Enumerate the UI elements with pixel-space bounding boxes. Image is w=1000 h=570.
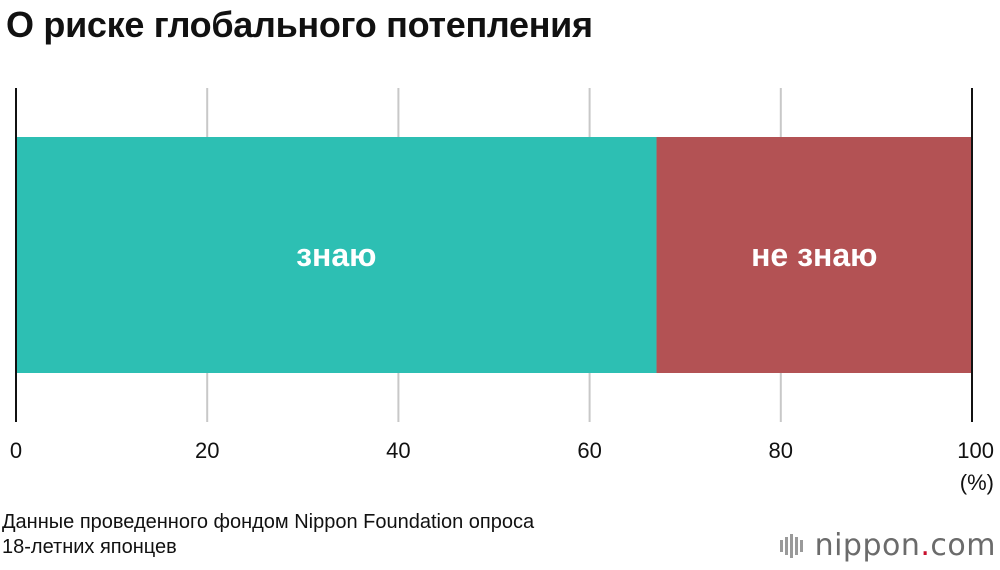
segment-label-1: не знаю bbox=[751, 237, 877, 273]
logo-name: nippon bbox=[814, 528, 921, 563]
segment-label-0: знаю bbox=[296, 237, 376, 273]
tick-label-40: 40 bbox=[386, 438, 410, 463]
source-line-1: Данные проведенного фондом Nippon Founda… bbox=[2, 511, 535, 533]
logo-wordmark: nippon.com bbox=[815, 528, 996, 563]
bar-segment-0 bbox=[16, 137, 657, 373]
logo-dot: . bbox=[920, 528, 931, 563]
tick-label-60: 60 bbox=[577, 438, 601, 463]
tick-label-20: 20 bbox=[195, 438, 219, 463]
axis-unit-label: (%) bbox=[960, 470, 994, 495]
tick-label-0: 0 bbox=[10, 438, 22, 463]
source-line-2: 18-летних японцев bbox=[2, 536, 177, 558]
bars-logo-icon bbox=[779, 533, 803, 558]
tick-label-80: 80 bbox=[769, 438, 793, 463]
bar-segment-1 bbox=[656, 137, 972, 373]
nippon-logo: nippon.com bbox=[779, 528, 996, 563]
chart-title: О риске глобального потепления bbox=[6, 4, 593, 45]
stacked-bar-chart: знаю не знаю 0 20 40 60 80 100 (%) bbox=[10, 88, 994, 495]
source-note: Данные проведенного фондом Nippon Founda… bbox=[2, 510, 534, 560]
tick-label-100: 100 bbox=[957, 438, 994, 463]
logo-domain: com bbox=[930, 528, 996, 563]
